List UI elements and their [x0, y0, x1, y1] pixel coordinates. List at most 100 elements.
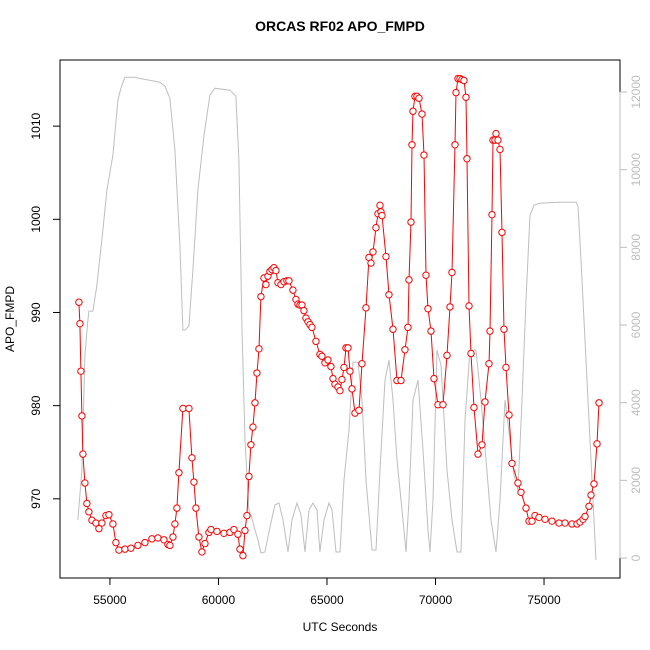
data-point: [590, 480, 598, 488]
x-tick-label: 70000: [419, 593, 453, 607]
data-point: [474, 450, 482, 458]
data-point: [470, 403, 478, 412]
data-point: [75, 298, 83, 306]
data-point: [593, 440, 601, 448]
data-point: [308, 323, 316, 332]
data-point: [401, 346, 409, 354]
data-point: [376, 201, 384, 210]
data-point: [251, 399, 259, 407]
data-point: [418, 110, 426, 118]
data-point: [541, 515, 549, 524]
data-point: [148, 535, 156, 543]
x-tick-label: 65000: [310, 593, 344, 607]
data-point: [498, 228, 506, 237]
data-point: [517, 488, 525, 496]
data-point: [83, 499, 91, 508]
data-point: [188, 454, 196, 462]
data-point: [243, 511, 251, 520]
data-point: [481, 398, 489, 406]
data-point: [300, 306, 308, 315]
data-point: [239, 551, 247, 560]
data-point: [76, 319, 84, 328]
data-point: [241, 526, 249, 535]
data-point: [115, 546, 123, 554]
data-point: [190, 478, 198, 486]
data-point: [408, 141, 416, 149]
data-point: [344, 344, 352, 352]
data-point: [378, 211, 386, 220]
data-point: [166, 541, 174, 550]
data-point: [105, 510, 113, 519]
data-point: [415, 94, 423, 102]
data-point: [492, 129, 500, 138]
data-point: [581, 512, 589, 521]
data-point: [502, 363, 510, 372]
data-point: [369, 248, 377, 256]
data-point: [247, 441, 255, 449]
data-point: [134, 541, 142, 550]
data-point: [175, 469, 183, 477]
data-point: [548, 517, 556, 525]
y2-tick-label: 2000: [629, 467, 643, 494]
data-point: [404, 323, 412, 332]
data-point: [346, 367, 354, 375]
data-point: [514, 479, 522, 487]
data-point: [448, 268, 456, 277]
data-point: [528, 517, 536, 525]
y-tick-label: 970: [29, 488, 43, 508]
x-tick-label: 75000: [527, 593, 561, 607]
data-point: [230, 525, 238, 534]
data-point: [173, 504, 181, 512]
data-point: [522, 504, 530, 512]
data-point: [77, 367, 85, 375]
data-point: [245, 472, 253, 481]
data-point: [340, 363, 348, 372]
data-point: [336, 387, 344, 395]
data-point: [362, 304, 370, 312]
data-point: [382, 252, 390, 261]
x-tick-label: 55000: [93, 593, 127, 607]
data-point: [467, 349, 475, 358]
data-point: [255, 345, 263, 353]
data-point: [253, 369, 261, 377]
data-point: [98, 519, 106, 527]
data-point: [195, 533, 203, 541]
data-point: [485, 360, 493, 368]
data-point: [355, 406, 363, 415]
data-point: [285, 277, 293, 285]
data-point: [488, 210, 496, 219]
data-point: [585, 502, 593, 510]
data-point: [234, 530, 242, 538]
data-point: [465, 302, 473, 310]
series-line: [77, 76, 597, 561]
data-point: [555, 519, 563, 527]
y-axis-label: APO_FMPD: [3, 286, 17, 352]
data-point: [160, 536, 168, 544]
data-point: [494, 136, 502, 144]
data-point: [460, 76, 468, 85]
data-point: [201, 539, 209, 548]
data-point: [327, 362, 335, 371]
data-point: [496, 145, 504, 154]
data-point: [348, 385, 356, 393]
data-point: [409, 107, 417, 115]
data-point: [420, 151, 428, 159]
data-point: [220, 529, 228, 537]
data-point: [595, 399, 603, 407]
data-point: [78, 412, 86, 420]
y-tick-label: 980: [29, 395, 43, 415]
data-point: [367, 259, 375, 267]
x-tick-label: 60000: [202, 593, 236, 607]
data-point: [462, 93, 470, 101]
x-axis-label: UTC Seconds: [303, 620, 378, 634]
data-point: [372, 223, 380, 232]
data-point: [535, 513, 543, 522]
data-point: [508, 459, 516, 468]
chart-title: ORCAS RF02 APO_FMPD: [255, 18, 425, 34]
data-point: [500, 325, 508, 333]
data-point: [427, 327, 435, 335]
data-point: [236, 545, 244, 553]
y-tick-label: 990: [29, 302, 43, 322]
